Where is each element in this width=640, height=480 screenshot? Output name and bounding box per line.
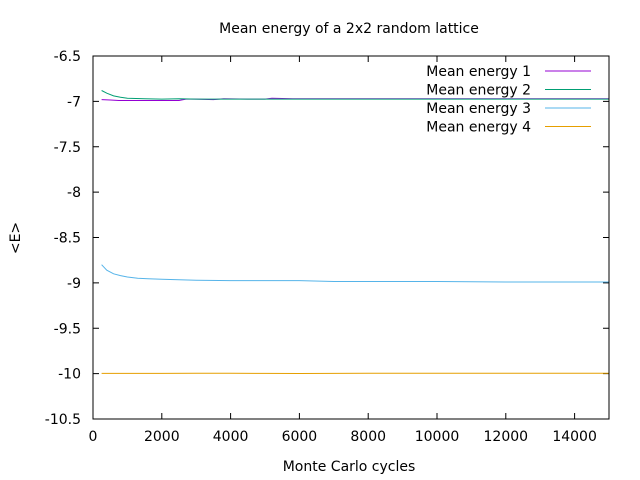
data-series	[101, 90, 609, 375]
y-tick-label: -6.5	[54, 49, 81, 65]
y-tick-label: -7	[67, 94, 81, 110]
y-axis-label: <E>	[8, 222, 24, 254]
series-line-3	[101, 264, 609, 283]
x-tick-label: 10000	[415, 429, 460, 445]
x-axis-label: Monte Carlo cycles	[283, 459, 416, 475]
x-tick-label: 2000	[144, 429, 180, 445]
legend-label-1: Mean energy 1	[426, 64, 531, 80]
legend: Mean energy 1 Mean energy 2 Mean energy 3 M…	[426, 64, 591, 136]
legend-label-4: Mean energy 4	[426, 120, 531, 136]
y-tick-label: -9.5	[54, 321, 81, 337]
y-tick-label: -9	[67, 276, 81, 292]
y-tick-label: -10.5	[45, 412, 81, 428]
legend-label-3: Mean energy 3	[426, 101, 531, 117]
x-tick-label: 0	[89, 429, 98, 445]
x-tick-label: 6000	[282, 429, 318, 445]
x-tick-label: 14000	[552, 429, 597, 445]
y-tick-label: -8	[67, 185, 81, 201]
axis-ticks: 0 2000 4000 6000 8000 10000 12000 14000 -10.5 -10…	[45, 49, 609, 445]
x-tick-label: 12000	[484, 429, 529, 445]
x-tick-label: 8000	[350, 429, 386, 445]
y-tick-label: -10	[58, 367, 81, 383]
plot-frame	[92, 55, 610, 420]
y-tick-label: -8.5	[54, 231, 81, 247]
legend-label-2: Mean energy 2	[426, 83, 531, 99]
x-tick-label: 4000	[213, 429, 249, 445]
y-tick-label: -7.5	[54, 140, 81, 156]
series-line-2	[101, 90, 609, 100]
chart-title: Mean energy of a 2x2 random lattice	[219, 21, 479, 37]
